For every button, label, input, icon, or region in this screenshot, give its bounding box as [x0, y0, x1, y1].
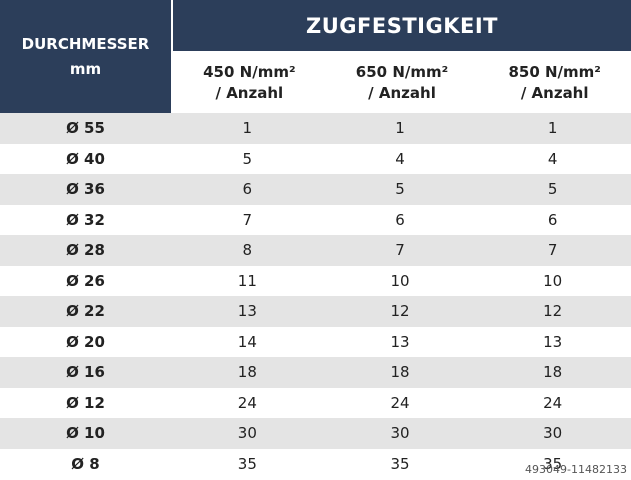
diameter-cell: Ø 20	[66, 332, 105, 351]
count-cell: 6	[242, 180, 253, 199]
table-row: Ø 36 6 5 5	[0, 174, 631, 205]
subheader-850-label: / Anzahl	[520, 84, 589, 102]
count-cell: 35	[390, 454, 410, 473]
count-cell: 30	[543, 424, 563, 443]
tensile-strength-header: ZUGFESTIGKEIT	[173, 0, 631, 51]
count-cell: 24	[237, 393, 257, 412]
count-cell: 5	[547, 180, 558, 199]
count-cell: 18	[237, 363, 257, 382]
table-row: Ø 26 11 10 10	[0, 266, 631, 297]
table-row: Ø 40 5 4 4	[0, 144, 631, 175]
listing-id: 493049-11482133	[525, 463, 627, 476]
count-cell: 18	[543, 363, 563, 382]
count-cell: 12	[390, 302, 410, 321]
count-cell: 10	[543, 271, 563, 290]
subheader-650: 650 N/mm² / Anzahl	[326, 53, 479, 113]
count-cell: 7	[547, 241, 558, 260]
diameter-cell: Ø 40	[66, 149, 105, 168]
subheader-450-label: / Anzahl	[215, 84, 284, 102]
count-cell: 1	[395, 119, 405, 138]
table-row: Ø 16 18 18 18	[0, 357, 631, 388]
count-cell: 13	[543, 332, 563, 351]
table-row: Ø 8 35 35 35	[0, 449, 631, 480]
diameter-cell: Ø 22	[66, 302, 105, 321]
count-cell: 30	[237, 424, 257, 443]
count-cell: 11	[237, 271, 257, 290]
diameter-header: DURCHMESSER mm	[0, 0, 171, 113]
count-cell: 30	[390, 424, 410, 443]
count-cell: 18	[390, 363, 410, 382]
subheader-650-label: / Anzahl	[368, 84, 436, 102]
count-cell: 6	[547, 210, 558, 229]
diameter-header-title: DURCHMESSER	[21, 34, 150, 53]
count-cell: 7	[242, 210, 253, 229]
subheader-650-value: 650 N/mm²	[355, 63, 449, 81]
table-row: Ø 32 7 6 6	[0, 205, 631, 236]
table-row: Ø 20 14 13 13	[0, 327, 631, 358]
count-cell: 5	[242, 149, 253, 168]
count-cell: 10	[390, 271, 410, 290]
diameter-header-unit: mm	[69, 59, 102, 78]
count-cell: 8	[242, 241, 253, 260]
table-body: Ø 55 1 1 1 Ø 40 5 4 4 Ø 36 6 5 5 Ø 32 7 6 6 Ø 28 8 7 7 Ø 26 1…	[0, 113, 631, 479]
count-cell: 14	[237, 332, 257, 351]
diameter-cell: Ø 32	[66, 210, 105, 229]
count-cell: 13	[237, 302, 257, 321]
diameter-cell: Ø 16	[66, 363, 105, 382]
count-cell: 35	[543, 454, 563, 473]
subheader-450: 450 N/mm² / Anzahl	[173, 53, 326, 113]
table-row: Ø 28 8 7 7	[0, 235, 631, 266]
diameter-cell: Ø 12	[66, 393, 105, 412]
count-cell: 5	[395, 180, 405, 199]
diameter-cell: Ø 10	[66, 424, 105, 443]
tensile-strength-title: ZUGFESTIGKEIT	[306, 13, 498, 38]
table-row: Ø 10 30 30 30	[0, 418, 631, 449]
diameter-cell: Ø 28	[66, 241, 105, 260]
count-cell: 6	[395, 210, 405, 229]
count-cell: 4	[547, 149, 558, 168]
diameter-cell: Ø 55	[66, 119, 105, 138]
diameter-cell: Ø 36	[66, 180, 105, 199]
table-row: Ø 12 24 24 24	[0, 388, 631, 419]
count-cell: 12	[543, 302, 563, 321]
subheader-850-value: 850 N/mm²	[508, 63, 601, 81]
count-cell: 24	[390, 393, 410, 412]
count-cell: 4	[395, 149, 405, 168]
subheader-850: 850 N/mm² / Anzahl	[478, 53, 631, 113]
table-row: Ø 22 13 12 12	[0, 296, 631, 327]
subheader-450-value: 450 N/mm²	[203, 63, 296, 81]
table-row: Ø 55 1 1 1	[0, 113, 631, 144]
count-cell: 1	[242, 119, 253, 138]
count-cell: 35	[237, 454, 257, 473]
count-cell: 7	[395, 241, 405, 260]
count-cell: 24	[543, 393, 563, 412]
table-header: DURCHMESSER mm ZUGFESTIGKEIT 450 N/mm² /…	[0, 0, 631, 113]
count-cell: 13	[390, 332, 410, 351]
count-cell: 1	[547, 119, 558, 138]
diameter-cell: Ø 8	[71, 454, 100, 473]
diameter-cell: Ø 26	[66, 271, 105, 290]
strength-subheaders: 450 N/mm² / Anzahl 650 N/mm² / Anzahl 85…	[173, 53, 631, 113]
